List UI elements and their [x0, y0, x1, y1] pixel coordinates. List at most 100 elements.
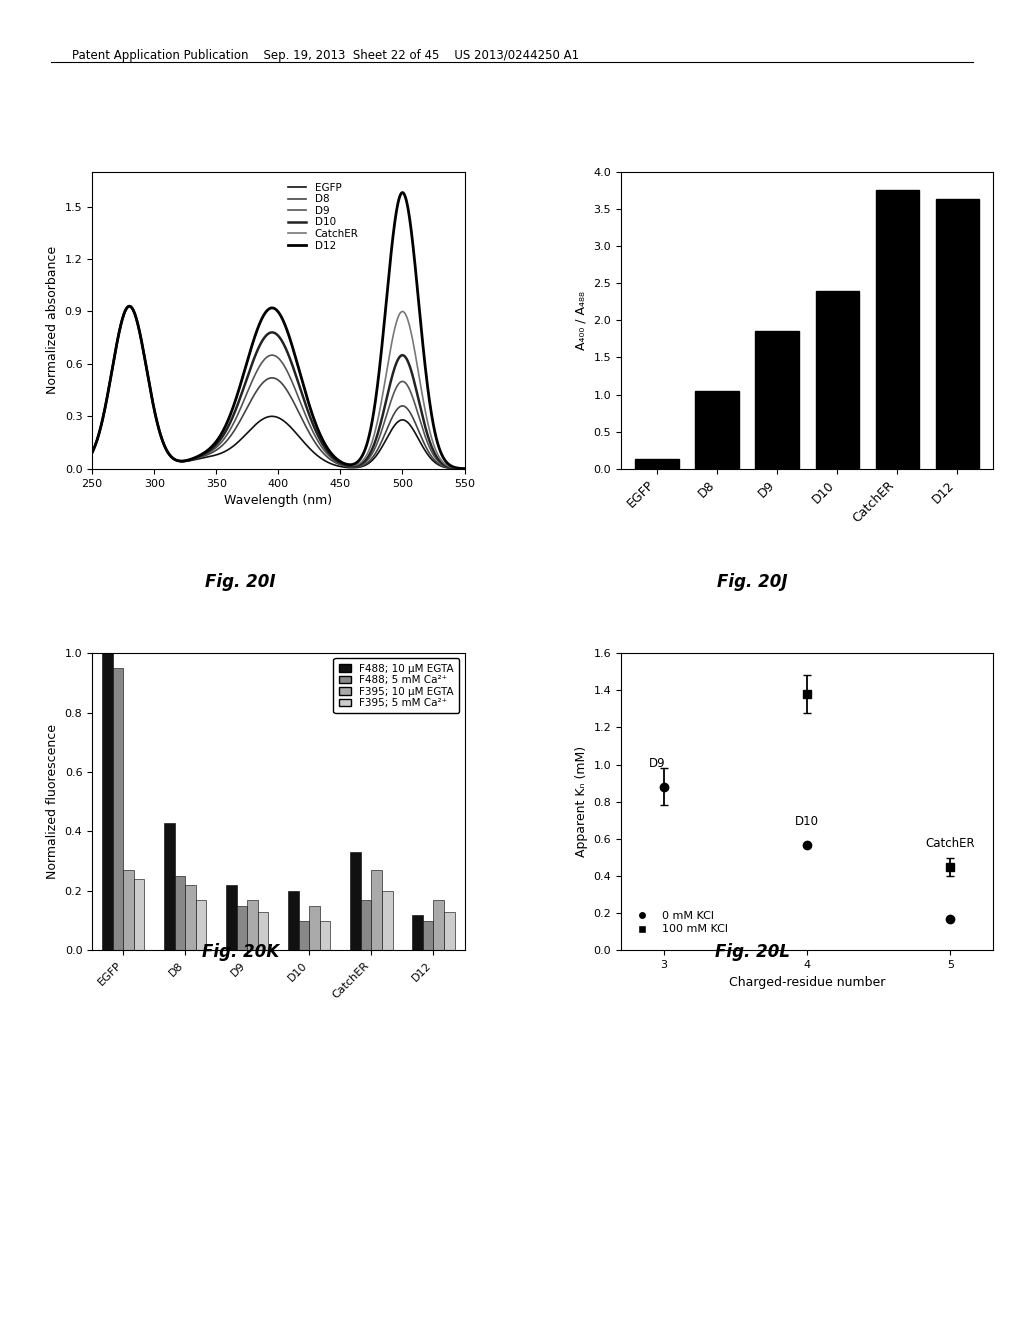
Bar — [350, 853, 360, 950]
CatchER — [316, 432, 329, 447]
D10 — [465, 461, 477, 477]
CatchER — [465, 461, 477, 477]
X-axis label: Charged-residue number: Charged-residue number — [729, 975, 886, 989]
Line: EGFP: EGFP — [92, 306, 471, 469]
D12 — [465, 461, 477, 477]
D9 — [86, 445, 98, 461]
Bar — [382, 891, 392, 950]
Bar — [175, 876, 185, 950]
Line: D8: D8 — [92, 306, 471, 469]
D12 — [110, 343, 122, 359]
D9 — [316, 440, 329, 455]
X-axis label: Wavelength (nm): Wavelength (nm) — [224, 494, 333, 507]
D12 — [373, 363, 385, 379]
Legend: F488; 10 μM EGTA, F488; 5 mM Ca²⁺, F395; 10 μM EGTA, F395; 5 mM Ca²⁺: F488; 10 μM EGTA, F488; 5 mM Ca²⁺, F395;… — [334, 659, 460, 714]
Line: CatchER: CatchER — [92, 306, 471, 469]
EGFP — [465, 461, 477, 477]
Text: CatchER: CatchER — [926, 837, 975, 850]
EGFP — [110, 343, 122, 359]
D10 — [413, 392, 425, 408]
EGFP — [413, 432, 425, 447]
Bar — [134, 879, 144, 950]
Bar — [226, 884, 237, 950]
CatchER — [110, 343, 122, 359]
EGFP — [328, 457, 340, 473]
Y-axis label: Normalized absorbance: Normalized absorbance — [46, 246, 59, 395]
Bar — [248, 900, 258, 950]
D9 — [328, 451, 340, 467]
D8 — [374, 437, 386, 453]
Bar — [299, 920, 309, 950]
Legend: EGFP, D8, D9, D10, CatchER, D12: EGFP, D8, D9, D10, CatchER, D12 — [288, 182, 358, 251]
D8 — [306, 430, 318, 446]
D8 — [124, 298, 136, 314]
CatchER — [328, 449, 340, 465]
D10 — [110, 343, 122, 359]
EGFP — [316, 451, 329, 467]
D12 — [396, 185, 409, 201]
D10 — [124, 298, 136, 314]
D8 — [316, 445, 329, 461]
Bar — [695, 391, 738, 469]
Legend: 0 mM KCl, 100 mM KCl: 0 mM KCl, 100 mM KCl — [627, 907, 732, 939]
D12 — [315, 430, 328, 446]
CatchER — [413, 366, 425, 381]
EGFP — [306, 444, 318, 459]
D8 — [465, 461, 477, 477]
Bar — [423, 920, 433, 950]
Bar — [433, 900, 444, 950]
Bar — [413, 915, 423, 950]
Bar — [164, 822, 175, 950]
D12 — [413, 293, 425, 309]
Y-axis label: Normalized fluorescence: Normalized fluorescence — [46, 725, 59, 879]
D10 — [86, 445, 98, 461]
Bar — [444, 912, 455, 950]
EGFP — [86, 445, 98, 461]
Y-axis label: A₄₀₀ / A₄₈₈: A₄₀₀ / A₄₈₈ — [574, 290, 588, 350]
Text: Patent Application Publication    Sep. 19, 2013  Sheet 22 of 45    US 2013/02442: Patent Application Publication Sep. 19, … — [72, 49, 579, 62]
Bar — [319, 920, 331, 950]
Bar — [876, 190, 919, 469]
EGFP — [374, 442, 386, 458]
CatchER — [124, 298, 136, 314]
D12 — [306, 405, 318, 421]
CatchER — [86, 445, 98, 461]
Text: D10: D10 — [795, 814, 819, 828]
D9 — [124, 298, 136, 314]
D9 — [374, 429, 386, 445]
Bar — [113, 668, 123, 950]
Text: Fig. 20L: Fig. 20L — [715, 942, 791, 961]
Line: D12: D12 — [92, 193, 471, 469]
D8 — [86, 445, 98, 461]
Text: Fig. 20J: Fig. 20J — [718, 573, 787, 591]
Bar — [756, 331, 799, 469]
D10 — [374, 418, 386, 434]
D9 — [413, 408, 425, 424]
Bar — [936, 199, 979, 469]
D8 — [110, 343, 122, 359]
Bar — [196, 900, 207, 950]
Text: D9: D9 — [648, 758, 665, 770]
D12 — [328, 447, 340, 463]
D10 — [328, 450, 340, 466]
D9 — [465, 461, 477, 477]
Bar — [360, 900, 372, 950]
Line: D10: D10 — [92, 306, 471, 469]
Bar — [258, 912, 268, 950]
Bar — [309, 906, 319, 950]
Bar — [123, 870, 134, 950]
Bar — [635, 459, 679, 469]
Bar — [185, 884, 196, 950]
D10 — [316, 436, 329, 451]
D9 — [110, 343, 122, 359]
D8 — [413, 422, 425, 438]
CatchER — [374, 403, 386, 418]
EGFP — [124, 298, 136, 314]
Bar — [815, 290, 859, 469]
Bar — [237, 906, 248, 950]
Bar — [372, 870, 382, 950]
Bar — [289, 891, 299, 950]
Text: Fig. 20K: Fig. 20K — [202, 942, 280, 961]
D9 — [306, 422, 318, 438]
CatchER — [306, 407, 318, 422]
